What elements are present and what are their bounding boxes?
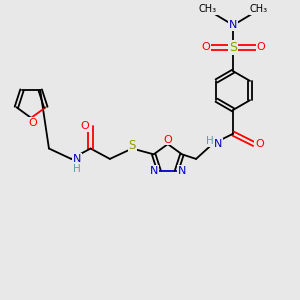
- Text: H: H: [206, 136, 213, 146]
- Text: N: N: [229, 20, 237, 30]
- Text: CH₃: CH₃: [199, 4, 217, 14]
- Text: N: N: [178, 166, 186, 176]
- Text: N: N: [150, 166, 158, 176]
- Text: S: S: [128, 139, 136, 152]
- Text: CH₃: CH₃: [249, 4, 268, 14]
- Text: H: H: [73, 164, 81, 174]
- Text: O: O: [164, 135, 172, 145]
- Text: N: N: [214, 139, 222, 149]
- Text: S: S: [229, 41, 237, 54]
- Text: O: O: [28, 118, 37, 128]
- Text: O: O: [256, 43, 265, 52]
- Text: N: N: [72, 154, 81, 164]
- Text: O: O: [80, 121, 89, 131]
- Text: O: O: [255, 139, 264, 149]
- Text: O: O: [201, 43, 210, 52]
